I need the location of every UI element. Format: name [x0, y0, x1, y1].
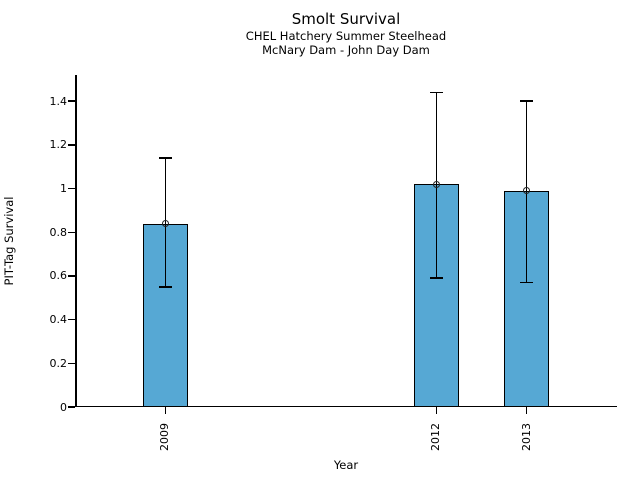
data-point-marker — [161, 220, 169, 228]
y-tick-label: 1 — [60, 182, 67, 196]
y-tick-label: 1.4 — [49, 94, 68, 108]
y-tick — [68, 100, 75, 102]
error-bar-cap-bottom — [429, 277, 443, 279]
error-bar-cap-bottom — [520, 281, 534, 284]
chart-title: Smolt Survival — [291, 10, 401, 28]
y-tick-label: 0.2 — [49, 356, 68, 370]
plot-area: 0 0.2 0.4 0.6 0.8 1 1.2 1.4 2009 2012 2013 — [50, 75, 617, 451]
error-bar-cap-top — [520, 100, 534, 102]
x-axis-label: Year — [333, 458, 359, 472]
chart-subtitle-1: CHEL Hatchery Summer Steelhead — [245, 28, 447, 43]
x-tick-label-text: 2013 — [519, 423, 533, 451]
y-axis-label: PIT-Tag Survival — [2, 196, 16, 286]
error-bar-cap-top — [429, 91, 443, 94]
x-tick-label-text: 2012 — [429, 423, 443, 451]
y-tick — [68, 362, 75, 365]
y-axis-spine — [75, 75, 77, 407]
y-tick — [68, 275, 75, 277]
data-point-marker — [523, 187, 531, 195]
bar — [504, 190, 550, 407]
x-tick — [164, 407, 167, 414]
y-tick — [68, 318, 75, 321]
title-block: Smolt Survival CHEL Hatchery Summer Stee… — [75, 10, 617, 58]
error-bar-cap-top — [158, 157, 172, 159]
y-tick — [68, 187, 75, 190]
y-tick-label: 0.4 — [49, 313, 68, 327]
y-tick — [68, 144, 75, 146]
x-tick-label-text: 2009 — [158, 423, 172, 451]
x-tick-label: 2013 — [520, 417, 534, 451]
y-tick — [68, 231, 75, 233]
y-tick-label: 1.2 — [49, 138, 68, 152]
x-tick — [525, 407, 528, 414]
y-tick-label: 0.8 — [49, 225, 68, 239]
x-tick — [435, 407, 438, 414]
x-tick-label: 2012 — [429, 417, 443, 451]
y-tick — [68, 406, 75, 408]
x-tick-label: 2009 — [158, 417, 172, 451]
data-point-marker — [432, 180, 440, 188]
y-tick-label: 0.6 — [49, 269, 68, 283]
y-tick-label: 0 — [60, 400, 67, 414]
chart-subtitle-2: McNary Dam - John Day Dam — [262, 43, 430, 58]
error-bar-cap-bottom — [158, 286, 172, 288]
x-axis-spine — [75, 405, 617, 407]
